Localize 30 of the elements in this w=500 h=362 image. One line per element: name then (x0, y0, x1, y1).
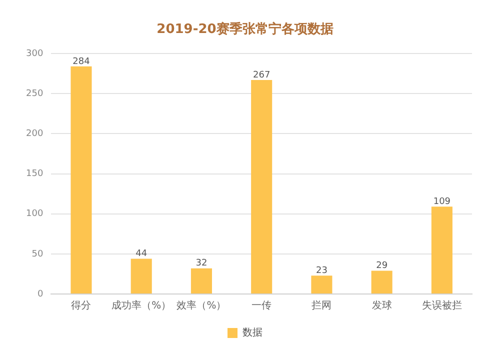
chart-title: 2019-20赛季张常宁各项数据 (156, 21, 334, 38)
bar (251, 80, 272, 294)
x-tick-label: 效率（%） (176, 300, 226, 312)
y-tick-label: 200 (26, 129, 44, 140)
y-tick-label: 150 (26, 169, 44, 180)
y-tick-label: 100 (26, 209, 44, 220)
bar (130, 258, 152, 294)
bar (371, 270, 392, 294)
x-tick-label: 得分 (71, 300, 92, 312)
x-tick-label: 拦网 (312, 300, 332, 312)
y-tick-label: 50 (32, 249, 44, 260)
x-tick-label: 一传 (252, 300, 272, 312)
bar (70, 66, 92, 294)
data-label: 29 (376, 261, 388, 272)
legend-label: 数据 (242, 326, 262, 339)
y-tick-label: 250 (26, 89, 44, 100)
data-label: 44 (136, 249, 148, 260)
data-label: 32 (196, 258, 208, 269)
x-tick-label: 失误被拦 (422, 300, 462, 312)
data-label: 284 (72, 56, 90, 67)
data-label: 267 (252, 70, 270, 80)
x-tick-label: 发球 (372, 300, 392, 312)
y-tick-label: 300 (26, 48, 44, 59)
bar (190, 268, 212, 294)
data-label: 109 (433, 197, 451, 207)
data-label: 23 (316, 266, 328, 276)
bar (431, 206, 452, 294)
x-tick-label: 成功率（%） (112, 300, 172, 312)
y-tick-label: 0 (37, 289, 44, 300)
bar (311, 276, 332, 294)
